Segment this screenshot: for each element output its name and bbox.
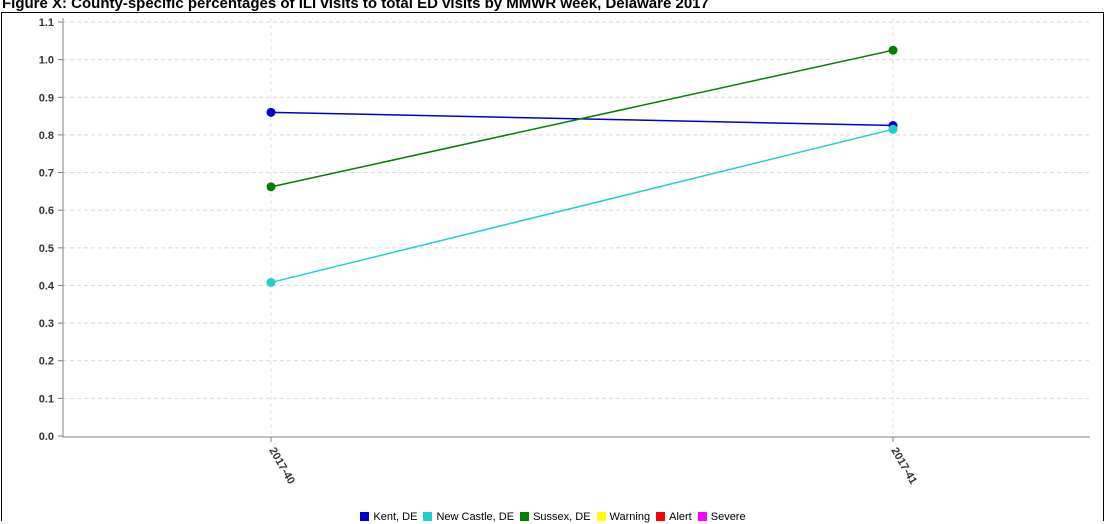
legend-swatch — [697, 512, 707, 521]
legend-item: Alert — [656, 510, 692, 524]
data-point — [266, 277, 276, 287]
legend-swatch — [656, 512, 666, 521]
legend-swatch — [423, 512, 433, 521]
legend-label: Warning — [609, 511, 651, 523]
y-tick-label: 0.9 — [39, 92, 54, 104]
legend-label: New Castle, DE — [436, 511, 515, 523]
data-point — [888, 124, 898, 134]
y-tick-label: 0.5 — [39, 243, 54, 255]
axes: 0.0 0.1 0.2 0.3 0.4 0.5 0.6 0.7 0.8 0.9 1.0 1.1 2017… — [39, 17, 1090, 486]
y-tick-label: 0.4 — [39, 280, 55, 292]
y-tick-label: 1.1 — [39, 17, 54, 29]
y-tick-label: 0.1 — [39, 393, 54, 405]
data-point — [266, 107, 276, 117]
x-tick-label: 2017-41 — [888, 446, 919, 487]
data-point — [888, 45, 898, 55]
y-tick-label: 0.8 — [39, 130, 54, 142]
series-line — [270, 128, 894, 284]
grid-lines — [63, 18, 1090, 436]
legend-swatch — [360, 512, 370, 521]
y-tick-label: 0.3 — [39, 318, 54, 330]
legend-label: Sussex, DE — [533, 511, 591, 523]
legend-label: Severe — [710, 511, 746, 523]
legend-swatch — [596, 512, 606, 521]
legend-swatch — [520, 512, 530, 521]
legend-label: Kent, DE — [373, 511, 418, 523]
series — [266, 45, 898, 287]
data-point — [266, 182, 276, 192]
y-tick-label: 0.7 — [39, 168, 54, 180]
page-title: Figure X: County-specific percentages of… — [2, 0, 709, 12]
series-line — [270, 49, 894, 188]
legend-label: Alert — [669, 511, 692, 523]
y-tick-label: 0.6 — [39, 205, 54, 217]
legend-item: Kent, DE — [360, 510, 417, 524]
legend-item: Sussex, DE — [520, 510, 591, 524]
y-tick-label: 0.2 — [39, 356, 54, 368]
legend-item: New Castle, DE — [423, 510, 514, 524]
y-tick-label: 0.0 — [39, 431, 54, 443]
chart-frame — [1, 12, 1104, 521]
legend-item: Severe — [697, 510, 746, 524]
y-tick-label: 1.0 — [39, 55, 54, 67]
legend: Kent, DE New Castle, DE Sussex, DE Warning A… — [0, 510, 1106, 524]
x-tick-label: 2017-40 — [266, 446, 297, 487]
legend-item: Warning — [596, 510, 651, 524]
